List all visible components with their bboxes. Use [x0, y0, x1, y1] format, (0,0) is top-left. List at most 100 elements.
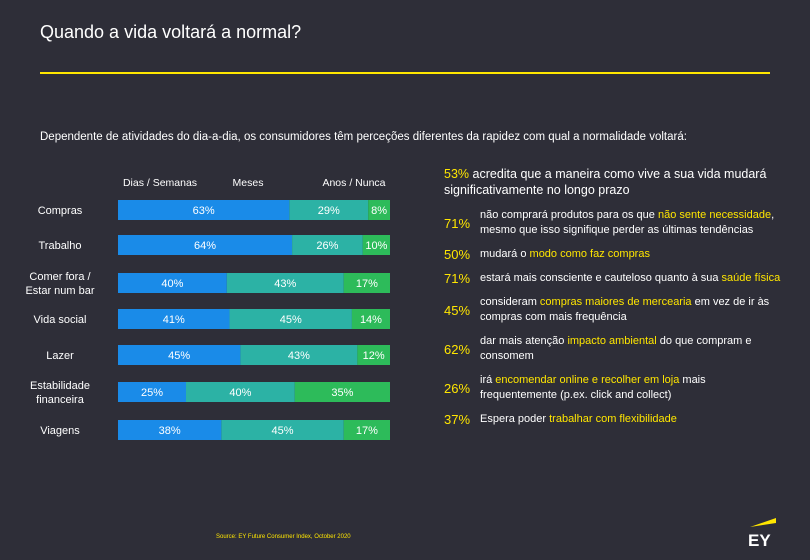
stat-item: 45% consideram compras maiores de mercear…: [444, 295, 784, 325]
bar-segment: [294, 382, 390, 402]
stat-item: 71% estará mais consciente e cauteloso qu…: [444, 271, 784, 286]
headline-percent: 53%: [444, 167, 470, 181]
bar-segment: [229, 309, 352, 329]
category-label: Estabilidade: [30, 380, 90, 392]
stats-list: 71% não comprará produtos para os que não…: [444, 208, 784, 427]
data-label: 35%: [331, 387, 353, 399]
data-label: 26%: [316, 240, 338, 252]
category-label: Lazer: [46, 350, 74, 362]
stat-item: 37% Espera poder trabalhar com flexibilid…: [444, 412, 784, 427]
category-label: Viagens: [40, 425, 80, 437]
stat-text-part: Espera poder: [480, 413, 550, 425]
stat-text: Espera poder trabalhar com flexibilidade: [480, 412, 677, 427]
bar-segment: [343, 420, 390, 440]
category-label: Vida social: [34, 314, 87, 326]
stat-highlight: não sente necessidade: [657, 209, 772, 221]
legend-label: Anos / Nunca: [322, 177, 385, 189]
ey-logo-icon: EY: [748, 518, 776, 549]
bar-segment: [118, 273, 227, 293]
stat-text-part: estará mais consciente e cauteloso quant…: [480, 272, 722, 284]
data-label: 45%: [272, 425, 294, 437]
bar-segment: [343, 273, 390, 293]
category-label: financeira: [36, 394, 85, 406]
stat-percent: 71%: [444, 215, 471, 231]
data-label: 40%: [161, 278, 183, 290]
stat-text-part: , mesmo que isso signifique perder as úl…: [480, 209, 775, 236]
bar-segment: [289, 200, 369, 220]
bar-segment: [118, 382, 186, 402]
stat-text: mudará o modo como faz compras: [480, 247, 650, 262]
bar-segment: [118, 200, 290, 220]
stat-text-part: consideram: [480, 296, 540, 308]
stat-text: não comprará produtos para os que não se…: [480, 208, 784, 238]
data-label: 43%: [288, 350, 310, 362]
category-label: Estar num bar: [25, 285, 94, 297]
title-divider: [40, 72, 770, 74]
data-label: 64%: [194, 240, 216, 252]
stat-text-part: irá: [480, 374, 496, 386]
stat-text-part: mudará o: [480, 248, 530, 260]
data-label: 45%: [280, 314, 302, 326]
stat-percent: 26%: [444, 380, 471, 396]
bar-segment: [221, 420, 344, 440]
data-label: 41%: [163, 314, 185, 326]
data-label: 63%: [193, 205, 215, 217]
bar-segment: [292, 235, 363, 255]
stat-item: 62% dar mais atenção impacto ambiental do…: [444, 334, 784, 364]
stat-text-part: dar mais atenção: [480, 335, 568, 347]
bar-segment: [226, 273, 344, 293]
page-title: Quando a vida voltará a normal?: [40, 22, 302, 42]
stat-highlight: compras maiores de mercearia: [539, 296, 692, 308]
legend-label: Dias / Semanas: [123, 177, 197, 189]
stat-percent: 62%: [444, 341, 471, 357]
bar-segment: [118, 345, 241, 365]
bar-segment: [362, 235, 390, 255]
data-label: 29%: [318, 205, 340, 217]
bar-segment: [368, 200, 390, 220]
stat-text: estará mais consciente e cauteloso quant…: [480, 271, 780, 286]
category-label: Compras: [38, 205, 83, 217]
data-label: 45%: [168, 350, 190, 362]
data-label: 38%: [159, 425, 181, 437]
stat-text-part: mais frequentemente (p.ex. click and col…: [480, 374, 706, 401]
stat-highlight: encomendar online e recolher em loja: [495, 374, 680, 386]
data-label: 43%: [274, 278, 296, 290]
category-label: Comer fora /: [29, 271, 91, 283]
stat-highlight: impacto ambiental: [567, 335, 657, 347]
category-label: Trabalho: [38, 240, 81, 252]
stat-text: irá encomendar online e recolher em loja…: [480, 373, 784, 403]
bar-segment: [118, 420, 222, 440]
data-label: 17%: [356, 425, 378, 437]
bar-segment: [118, 235, 293, 255]
stat-text: consideram compras maiores de mercearia …: [480, 295, 784, 325]
data-label: 14%: [360, 314, 382, 326]
stat-text-part: em vez de ir às compras com mais frequên…: [480, 296, 770, 323]
insights-panel: 53% acredita que a maneira como vive a s…: [444, 166, 784, 436]
data-label: 10%: [365, 240, 387, 252]
stat-item: 71% não comprará produtos para os que não…: [444, 208, 784, 238]
stat-percent: 71%: [444, 271, 471, 286]
stat-text-part: não comprará produtos para os que: [480, 209, 658, 221]
source-note: Source: EY Future Consumer Index, Octobe…: [216, 534, 351, 540]
stat-percent: 50%: [444, 247, 471, 262]
stat-item: 26% irá encomendar online e recolher em l…: [444, 373, 784, 403]
stat-percent: 37%: [444, 412, 471, 427]
chart-subtitle: Dependente de atividades do dia-a-dia, o…: [40, 131, 687, 143]
headline-text: acredita que a maneira como vive a sua v…: [444, 167, 767, 197]
stat-text: dar mais atenção impacto ambiental do qu…: [480, 334, 784, 364]
bar-segment: [186, 382, 295, 402]
stat-highlight: trabalhar com flexibilidade: [549, 413, 677, 425]
data-label: 12%: [363, 350, 385, 362]
data-label: 40%: [229, 387, 251, 399]
data-label: 8%: [371, 205, 387, 217]
stat-highlight: modo como faz compras: [529, 248, 650, 260]
stat-item: 50% mudará o modo como faz compras: [444, 247, 784, 262]
stacked-bar-chart: Dias / Semanas Meses Anos / Nunca Compras 63…: [25, 177, 390, 440]
bar-segment: [240, 345, 358, 365]
bar-segment: [351, 309, 390, 329]
stat-highlight: saúde física: [721, 272, 781, 284]
legend-label: Meses: [233, 177, 264, 189]
data-label: 25%: [141, 387, 163, 399]
data-label: 17%: [356, 278, 378, 290]
stat-text-part: do que compram e consomem: [480, 335, 752, 362]
